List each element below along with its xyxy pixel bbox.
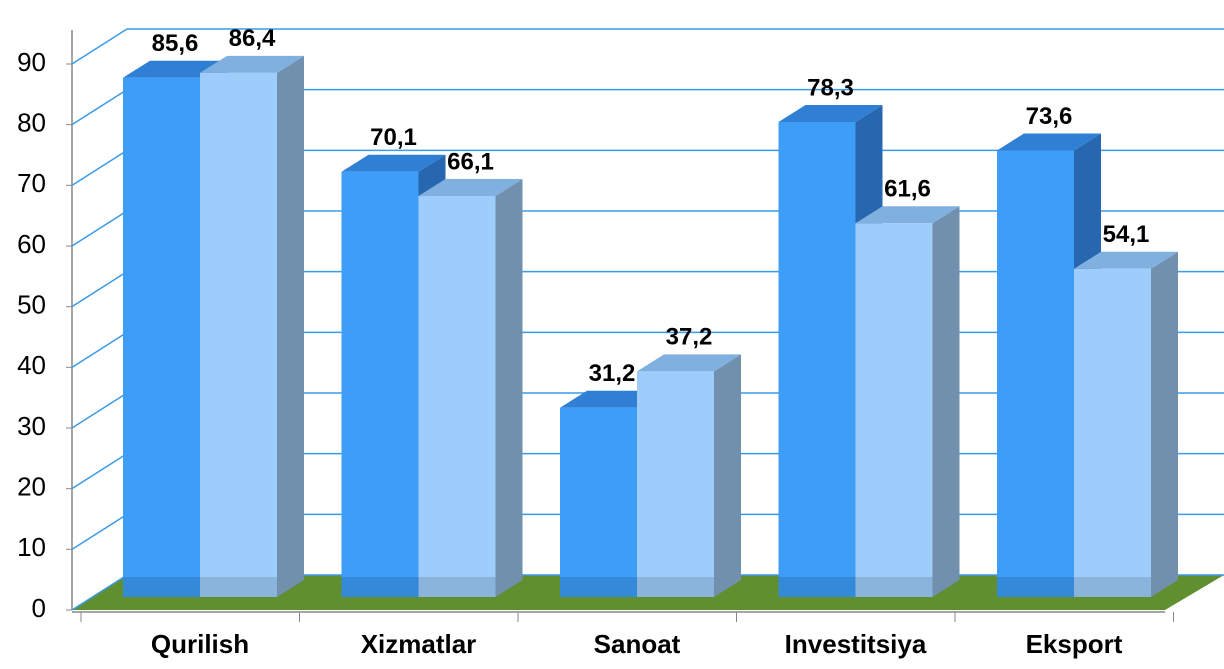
- bar: [997, 150, 1074, 597]
- bar: [560, 407, 637, 597]
- value-label: 37,2: [666, 324, 713, 351]
- value-label: 31,2: [589, 360, 636, 387]
- bar-top: [855, 206, 960, 224]
- bar-side: [277, 55, 304, 597]
- bar-top: [778, 104, 883, 122]
- bar-base-shade: [341, 577, 419, 597]
- x-tick-label: Sanoat: [594, 629, 681, 659]
- bar-base-shade: [778, 577, 856, 597]
- bar: [341, 171, 419, 597]
- bar: [123, 77, 200, 597]
- y-tick-label: 30: [17, 411, 46, 441]
- value-label: 61,6: [884, 176, 931, 203]
- y-tick-label: 0: [32, 593, 46, 623]
- value-label: 73,6: [1026, 103, 1073, 130]
- bar-side: [932, 206, 960, 597]
- x-tick-label: Qurilish: [151, 629, 249, 659]
- bar-side: [714, 354, 741, 597]
- x-tick-label: Xizmatlar: [361, 629, 477, 659]
- bar-top: [200, 55, 304, 73]
- value-label: 70,1: [370, 124, 417, 151]
- y-tick-label: 60: [17, 229, 46, 259]
- bar-base-shade: [418, 577, 496, 597]
- y-tick-label: 90: [17, 47, 46, 77]
- bar-base-shade: [637, 577, 714, 597]
- bar-side: [1151, 251, 1178, 597]
- bar-side: [495, 178, 523, 597]
- y-tick-label: 80: [17, 108, 46, 138]
- bar-top: [1074, 251, 1178, 269]
- value-label: 85,6: [152, 30, 199, 57]
- bar: [637, 371, 714, 597]
- value-label: 54,1: [1103, 221, 1150, 248]
- bar-top: [418, 178, 523, 196]
- value-label: 86,4: [229, 25, 276, 52]
- x-tick-label: Eksport: [1026, 629, 1123, 659]
- value-label: 66,1: [447, 148, 494, 175]
- bar: [418, 195, 496, 597]
- bar: [1074, 268, 1151, 597]
- value-label: 78,3: [807, 74, 854, 101]
- bar-base-shade: [200, 577, 277, 597]
- bar-base-shade: [855, 577, 933, 597]
- bar-base-shade: [1074, 577, 1151, 597]
- y-tick-label: 70: [17, 168, 46, 198]
- bar: [855, 223, 933, 597]
- y-tick-label: 10: [17, 532, 46, 562]
- bar-top: [997, 133, 1101, 151]
- y-tick-label: 40: [17, 350, 46, 380]
- bar-top: [341, 154, 446, 172]
- y-tick-label: 20: [17, 472, 46, 502]
- bar: [200, 72, 277, 598]
- y-tick-label: 50: [17, 290, 46, 320]
- bar-base-shade: [560, 577, 637, 597]
- x-tick-label: Investitsiya: [785, 629, 927, 659]
- bar: [778, 121, 856, 597]
- bar-base-shade: [123, 577, 200, 597]
- bar-top: [637, 354, 741, 372]
- grid-line: [71, 28, 1224, 65]
- bar-base-shade: [997, 577, 1074, 597]
